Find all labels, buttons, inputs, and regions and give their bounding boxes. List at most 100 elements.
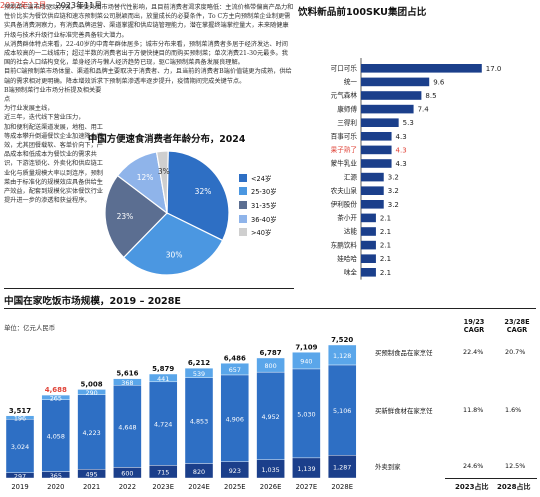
stack-segment bbox=[292, 368, 321, 459]
legend-item: >40岁 bbox=[239, 225, 277, 239]
legend-swatch bbox=[239, 228, 247, 237]
total-label: 6,486 bbox=[224, 354, 246, 362]
legend-item: 31-35岁 bbox=[239, 198, 277, 212]
segment-value-label: 539 bbox=[193, 370, 205, 378]
segment-value-label: 5,106 bbox=[333, 407, 351, 415]
bar bbox=[361, 159, 392, 168]
stack-segment bbox=[256, 357, 285, 373]
cagr-header-1: 19/23 CAGR bbox=[463, 318, 485, 334]
segment-value-label: 923 bbox=[229, 467, 241, 475]
stack-segment bbox=[113, 385, 142, 468]
cagr-value-2328: 12.5% bbox=[505, 462, 526, 470]
stack-segment bbox=[148, 373, 178, 383]
segment-value-label: 4,724 bbox=[154, 421, 172, 429]
stack-segment bbox=[256, 371, 285, 460]
category-label: 2024E bbox=[188, 483, 210, 491]
segment-value-label: 4,853 bbox=[190, 418, 208, 426]
bar-value-label: 4.3 bbox=[396, 133, 407, 141]
category-label: 2020 bbox=[47, 483, 64, 491]
segment-value-label: 368 bbox=[121, 379, 133, 387]
segment-value-label: 4,058 bbox=[47, 433, 65, 441]
total-label: 5,616 bbox=[116, 370, 138, 378]
paragraph: 加和便利配送渠道发展，地租、用工等成本攀升倒逼餐饮企业加速降本增效，尤其团餐载软… bbox=[4, 123, 103, 205]
bar-value-label: 4.3 bbox=[396, 146, 407, 154]
bar-value-label: 5.3 bbox=[403, 119, 414, 127]
cagr-value-2328: 1.6% bbox=[505, 406, 522, 414]
category-label: 农夫山泉 bbox=[331, 186, 358, 195]
category-label: 东鹏饮料 bbox=[331, 240, 358, 249]
bar-value-label: 3.2 bbox=[388, 174, 399, 182]
bar bbox=[361, 254, 376, 263]
divider bbox=[4, 308, 536, 309]
bar bbox=[361, 227, 376, 236]
bar-value-label: 2.1 bbox=[380, 242, 391, 250]
segment-value-label: 657 bbox=[229, 366, 241, 374]
cagr-footer-1: 2023占比 bbox=[455, 483, 489, 491]
divider bbox=[445, 478, 537, 479]
category-label: 2027E bbox=[296, 483, 318, 491]
category-label: 2021 bbox=[83, 483, 100, 491]
category-label: 2022 bbox=[119, 483, 136, 491]
segment-value-label: 297 bbox=[14, 472, 26, 480]
cagr-value-1923: 24.6% bbox=[463, 462, 484, 470]
pie-chart: 32% 30% 23% 12% 3% bbox=[104, 150, 230, 276]
stack-segment bbox=[328, 344, 357, 366]
pie-slice bbox=[166, 150, 230, 242]
bar-value-label: 9.6 bbox=[433, 78, 445, 86]
hbar-chart-title: 饮料新品前100SKU集团占比 bbox=[298, 7, 427, 18]
bar-value-label: 4.3 bbox=[396, 160, 407, 168]
cagr-value-1923: 22.4% bbox=[463, 348, 484, 356]
legend-swatch bbox=[239, 200, 247, 209]
cagr-row-label: 买新鲜食材在家烹饪 bbox=[375, 407, 433, 415]
pie-slice bbox=[104, 174, 168, 259]
segment-value-label: 4,952 bbox=[261, 413, 279, 421]
cagr-row-label: 外卖到家 bbox=[375, 463, 401, 471]
segment-value-label: 800 bbox=[264, 362, 276, 370]
divider bbox=[4, 288, 294, 289]
segment-value-label: 1,139 bbox=[297, 465, 315, 473]
segment-value-label: 196 bbox=[14, 415, 26, 423]
legend-swatch bbox=[239, 214, 247, 223]
bar-value-label: 2.1 bbox=[380, 214, 391, 222]
segment-value-label: 4,906 bbox=[226, 415, 244, 423]
category-label: 2025E bbox=[224, 483, 246, 491]
segment-value-label: 1,035 bbox=[261, 466, 279, 474]
paragraph: 近三年，迭代线下营业压力， bbox=[4, 114, 85, 122]
category-label: 果子熟了 bbox=[331, 145, 357, 154]
stack-segment bbox=[220, 374, 250, 462]
bar-value-label: 8.5 bbox=[425, 92, 436, 100]
bar bbox=[361, 91, 422, 100]
legend-label: 31-35岁 bbox=[251, 201, 277, 210]
category-label: 汇源 bbox=[344, 172, 358, 181]
pie-slice bbox=[155, 150, 169, 214]
total-label: 5,879 bbox=[152, 365, 174, 373]
category-label: 蒙牛乳业 bbox=[331, 159, 358, 168]
segment-value-label: 940 bbox=[300, 358, 312, 366]
total-label: 6,212 bbox=[188, 359, 210, 367]
bar bbox=[361, 240, 376, 250]
stack-segment bbox=[41, 399, 70, 472]
stack-segment bbox=[220, 363, 250, 376]
category-label: 达能 bbox=[344, 227, 358, 236]
category-label: 2023E bbox=[152, 483, 174, 491]
pie-data-label: 3% bbox=[158, 167, 170, 176]
category-label: 2028E bbox=[331, 483, 353, 491]
segment-value-label: 495 bbox=[85, 471, 97, 479]
pie-data-label: 23% bbox=[117, 212, 134, 221]
category-label: 元气森林 bbox=[331, 91, 358, 100]
segment-value-label: 4,223 bbox=[82, 429, 100, 437]
cagr-row-label: 买预制食品在家烹饪 bbox=[375, 349, 433, 357]
bar bbox=[361, 186, 384, 195]
stack-segment bbox=[113, 378, 142, 386]
category-label: 百事可乐 bbox=[331, 132, 358, 141]
total-label: 7,520 bbox=[331, 336, 353, 344]
segment-value-label: 4,648 bbox=[118, 423, 136, 431]
total-label: 4,688 bbox=[45, 386, 67, 394]
segment-value-label: 3,024 bbox=[11, 443, 29, 451]
stack-segment bbox=[292, 352, 321, 370]
segment-value-label: 441 bbox=[157, 375, 169, 383]
bar-value-label: 2.1 bbox=[380, 269, 391, 277]
segment-value-label: 265 bbox=[50, 394, 62, 402]
bar bbox=[361, 268, 376, 277]
